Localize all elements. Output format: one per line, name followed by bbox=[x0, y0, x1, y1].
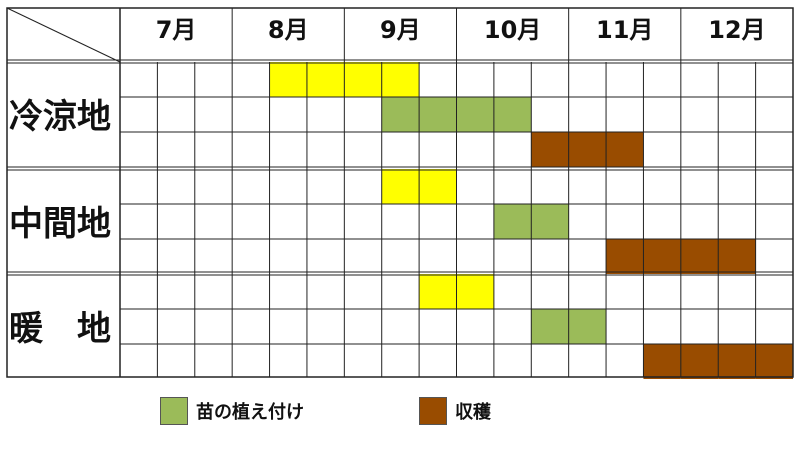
month-label: 11月 bbox=[596, 16, 654, 44]
legend-harvest-label: 収穫 bbox=[455, 402, 491, 423]
region-label: 暖 地 bbox=[9, 309, 111, 349]
legend-planting-swatch bbox=[160, 397, 188, 425]
cell-harvest bbox=[643, 344, 681, 379]
cell-planting bbox=[456, 97, 494, 132]
header-diagonal bbox=[6, 7, 121, 63]
cell-sowing bbox=[456, 274, 494, 309]
legend-harvest-swatch bbox=[419, 397, 447, 425]
month-label: 12月 bbox=[708, 16, 766, 44]
cell-planting bbox=[419, 97, 457, 132]
cell-harvest bbox=[568, 132, 607, 167]
cell-sowing bbox=[419, 274, 457, 309]
month-label: 8月 bbox=[267, 16, 309, 44]
cell-sowing bbox=[269, 62, 307, 97]
cell-planting bbox=[493, 97, 532, 132]
cell-harvest bbox=[606, 132, 644, 167]
cell-planting bbox=[381, 97, 420, 132]
cell-harvest bbox=[755, 344, 793, 379]
legend-planting-label: 苗の植え付け bbox=[196, 402, 304, 423]
month-label: 9月 bbox=[380, 16, 421, 44]
month-label: 7月 bbox=[155, 16, 197, 44]
cell-sowing bbox=[381, 62, 420, 97]
region-label: 中間地 bbox=[9, 204, 111, 244]
cell-harvest bbox=[680, 239, 719, 274]
cell-planting bbox=[568, 309, 607, 344]
cell-sowing bbox=[344, 62, 382, 97]
cell-harvest bbox=[531, 132, 569, 167]
cell-planting bbox=[531, 309, 569, 344]
region-label: 冷涼地 bbox=[9, 97, 111, 137]
cell-sowing bbox=[306, 62, 345, 97]
cell-harvest bbox=[643, 239, 681, 274]
cell-sowing bbox=[419, 169, 457, 204]
cell-harvest bbox=[718, 239, 756, 274]
cell-planting bbox=[531, 204, 569, 239]
cell-harvest bbox=[718, 344, 756, 379]
cell-sowing bbox=[381, 169, 420, 204]
grid-border bbox=[6, 7, 794, 378]
cell-planting bbox=[493, 204, 532, 239]
month-label: 10月 bbox=[483, 16, 542, 44]
cell-harvest bbox=[606, 239, 644, 274]
cell-harvest bbox=[680, 344, 719, 379]
